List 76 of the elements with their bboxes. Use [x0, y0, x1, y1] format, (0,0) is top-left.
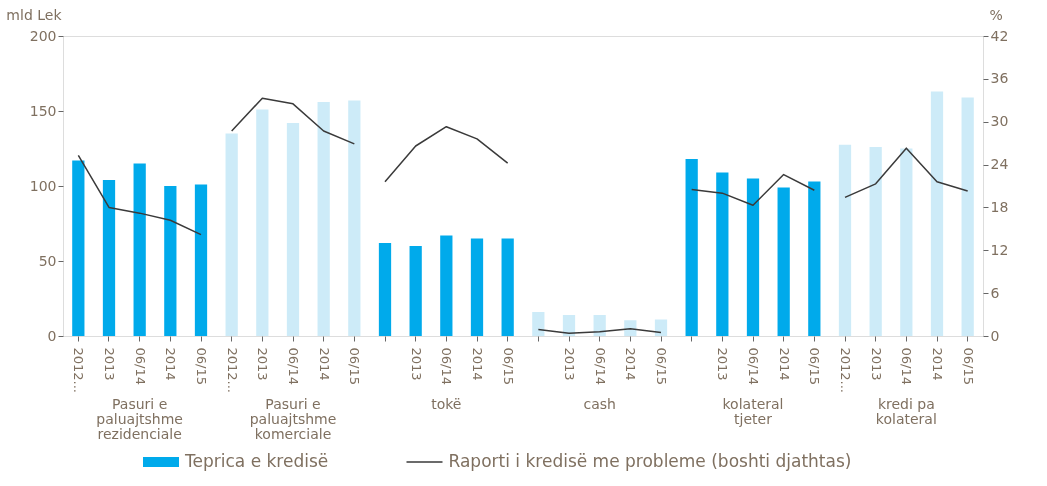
legend-label: Teprica e kredisë	[184, 451, 329, 471]
bar	[961, 97, 974, 336]
x-tick-label: 2013	[715, 347, 731, 381]
y-tick-label: 50	[38, 252, 57, 269]
bar	[470, 238, 484, 336]
x-tick-label: 06/14	[899, 347, 915, 385]
y2-tick-label: 12	[990, 241, 1009, 258]
x-tick-label: 06/15	[960, 347, 976, 385]
x-tick-label: 2013	[255, 347, 271, 381]
x-tick-label: 06/15	[500, 347, 516, 385]
bar	[685, 159, 698, 336]
y-axis-title: mld Lek	[6, 6, 63, 23]
text: cash	[583, 396, 616, 412]
x-tick-label: 06/14	[746, 347, 761, 385]
x-tick-label: 06/15	[807, 347, 823, 385]
bar	[532, 312, 545, 336]
x-tick-label: 2014	[470, 347, 485, 381]
x-tick-label: 2012...	[71, 347, 87, 393]
bar	[256, 109, 269, 336]
x-tick-label: 2012...	[838, 347, 853, 393]
y2-tick-label: 42	[990, 27, 1009, 44]
bar	[777, 187, 790, 336]
text: kolateral tjeter	[722, 396, 784, 427]
y2-tick-label: 0	[990, 327, 1000, 344]
bar	[900, 148, 913, 336]
x-tick-label: 06/14	[592, 347, 608, 385]
text: kredi pa kolateral	[875, 396, 937, 427]
y2-tick-label: 6	[990, 284, 1000, 301]
x-tick-label: 2013	[102, 347, 117, 381]
x-tick-label: 2014	[316, 347, 332, 381]
x-tick-label: 2012...	[224, 347, 240, 393]
bar	[501, 238, 514, 336]
bar	[562, 315, 576, 336]
x-tick-label: 2014	[776, 347, 792, 381]
y-tick-label: 150	[29, 102, 57, 119]
bar	[808, 181, 821, 336]
y2-axis-title: %	[989, 6, 1003, 23]
text: tokë	[431, 396, 462, 412]
bar	[593, 315, 606, 336]
text: Pasuri e paluajtshme komerciale	[249, 396, 337, 442]
bar	[194, 184, 208, 336]
bar	[716, 172, 729, 336]
y2-tick-label: 30	[990, 113, 1009, 130]
y2-tick-label: 24	[990, 156, 1009, 173]
bar	[225, 133, 238, 336]
bar	[348, 100, 361, 336]
bar	[317, 102, 330, 336]
x-tick-label: 06/15	[654, 347, 669, 385]
bar	[72, 160, 85, 336]
bar	[654, 319, 668, 336]
x-tick-label: 2013	[562, 347, 577, 381]
y2-tick-label: 36	[990, 70, 1009, 87]
x-tick-label: 06/15	[194, 347, 209, 385]
bar	[378, 243, 392, 336]
x-tick-label: 06/15	[347, 347, 363, 385]
text: Pasuri e paluajtshme rezidenciale	[96, 396, 183, 442]
y2-tick-label: 18	[990, 198, 1009, 215]
x-tick-label: 2014	[930, 347, 945, 381]
y-tick-label: 100	[29, 177, 57, 194]
x-tick-label: 2013	[408, 347, 424, 381]
legend-label: Raporti i kredisë me probleme (boshti djathtas)	[448, 451, 852, 471]
x-tick-label: 2014	[163, 347, 179, 381]
bar	[930, 91, 944, 336]
bar	[838, 144, 852, 336]
x-tick-label: 06/14	[286, 347, 301, 385]
bar	[409, 246, 422, 336]
x-tick-label: 06/14	[132, 347, 148, 385]
x-tick-label: 2013	[868, 347, 884, 381]
x-tick-label: 06/14	[439, 347, 455, 385]
bar	[440, 235, 453, 336]
bar	[869, 147, 882, 336]
y-tick-label: 200	[29, 27, 57, 44]
y-tick-label: 0	[47, 327, 57, 344]
x-tick-label: 2014	[623, 347, 639, 381]
bar	[746, 178, 760, 336]
bar	[286, 123, 300, 336]
